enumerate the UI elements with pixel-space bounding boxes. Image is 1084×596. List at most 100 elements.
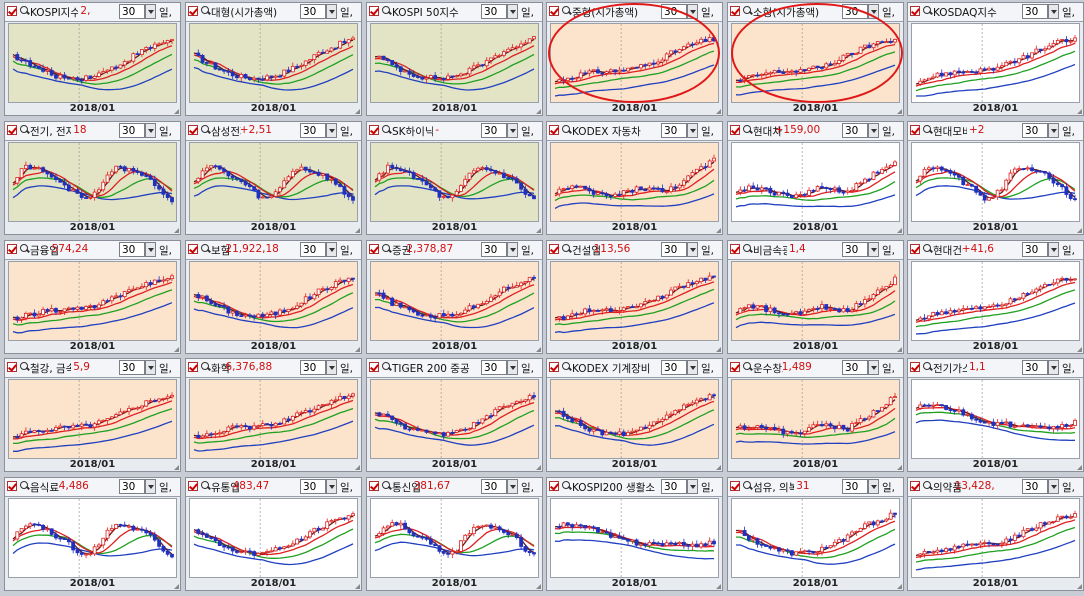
select-checkbox[interactable] <box>188 481 198 491</box>
search-icon[interactable] <box>743 244 751 252</box>
period-input[interactable]: 30 <box>842 242 868 257</box>
search-icon[interactable] <box>382 125 390 133</box>
resize-grip-icon[interactable] <box>174 584 179 589</box>
period-dropdown-button[interactable] <box>145 4 156 19</box>
interval-label[interactable]: 일, <box>521 245 534 257</box>
period-dropdown-button[interactable] <box>687 4 698 19</box>
candle-chart[interactable] <box>8 261 177 341</box>
search-icon[interactable] <box>562 125 570 133</box>
select-checkbox[interactable] <box>549 481 559 491</box>
period-input[interactable]: 30 <box>1022 242 1048 257</box>
period-input[interactable]: 30 <box>119 360 145 375</box>
select-checkbox[interactable] <box>369 6 379 16</box>
interval-label[interactable]: 일, <box>882 7 895 19</box>
period-input[interactable]: 30 <box>300 479 326 494</box>
candle-chart[interactable] <box>911 142 1080 222</box>
interval-label[interactable]: 일, <box>159 245 172 257</box>
select-checkbox[interactable] <box>910 362 920 372</box>
period-input[interactable]: 30 <box>119 479 145 494</box>
period-dropdown-button[interactable] <box>1048 123 1059 138</box>
candle-chart[interactable] <box>370 498 539 578</box>
period-input[interactable]: 30 <box>661 242 687 257</box>
interval-label[interactable]: 일, <box>340 482 353 494</box>
period-dropdown-button[interactable] <box>326 479 337 494</box>
period-input[interactable]: 30 <box>1022 360 1048 375</box>
select-checkbox[interactable] <box>730 125 740 135</box>
period-input[interactable]: 30 <box>300 123 326 138</box>
period-input[interactable]: 30 <box>842 4 868 19</box>
search-icon[interactable] <box>382 362 390 370</box>
period-input[interactable]: 30 <box>300 242 326 257</box>
resize-grip-icon[interactable] <box>716 347 721 352</box>
select-checkbox[interactable] <box>369 244 379 254</box>
candle-chart[interactable] <box>370 23 539 103</box>
period-dropdown-button[interactable] <box>507 242 518 257</box>
search-icon[interactable] <box>20 6 28 14</box>
search-icon[interactable] <box>923 6 931 14</box>
period-dropdown-button[interactable] <box>687 123 698 138</box>
search-icon[interactable] <box>201 362 209 370</box>
chart-panel[interactable]: KOSDAQ지수 30 일, 2018/01 <box>907 2 1084 116</box>
chart-panel[interactable]: KOSPI지수 2, 30 일, 2018/01 <box>4 2 181 116</box>
resize-grip-icon[interactable] <box>536 228 541 233</box>
candle-chart[interactable] <box>550 261 719 341</box>
chart-panel[interactable]: KOSPI 50지수 30 일, 2018/01 <box>366 2 543 116</box>
interval-label[interactable]: 일, <box>1062 126 1075 138</box>
resize-grip-icon[interactable] <box>355 109 360 114</box>
period-input[interactable]: 30 <box>300 360 326 375</box>
resize-grip-icon[interactable] <box>536 584 541 589</box>
chart-panel[interactable]: 금융업 574,24 30 일, 2018/01 <box>4 240 181 354</box>
resize-grip-icon[interactable] <box>716 584 721 589</box>
interval-label[interactable]: 일, <box>521 7 534 19</box>
period-dropdown-button[interactable] <box>1048 242 1059 257</box>
chart-panel[interactable]: 건설업 113,56 30 일, 2018/01 <box>546 240 723 354</box>
candle-chart[interactable] <box>8 379 177 459</box>
chart-panel[interactable]: 의약품 13,428, 30 일, 2018/01 <box>907 477 1084 591</box>
candle-chart[interactable] <box>911 23 1080 103</box>
period-input[interactable]: 30 <box>119 4 145 19</box>
candle-chart[interactable] <box>189 23 358 103</box>
chart-panel[interactable]: 전기, 전자 18 30 일, 2018/01 <box>4 121 181 235</box>
select-checkbox[interactable] <box>7 125 17 135</box>
chart-panel[interactable]: 소형(시가총액) 30 일, 2018/01 <box>727 2 904 116</box>
interval-label[interactable]: 일, <box>701 245 714 257</box>
chart-panel[interactable]: SK하이닉스 - 30 일, 2018/01 <box>366 121 543 235</box>
resize-grip-icon[interactable] <box>1077 465 1082 470</box>
period-input[interactable]: 30 <box>481 4 507 19</box>
resize-grip-icon[interactable] <box>355 584 360 589</box>
search-icon[interactable] <box>201 125 209 133</box>
chart-panel[interactable]: 운수창고 1,489 30 일, 2018/01 <box>727 358 904 472</box>
chart-panel[interactable]: 유통업 483,47 30 일, 2018/01 <box>185 477 362 591</box>
resize-grip-icon[interactable] <box>897 228 902 233</box>
resize-grip-icon[interactable] <box>536 347 541 352</box>
resize-grip-icon[interactable] <box>897 465 902 470</box>
chart-panel[interactable]: 비금속광물 1,4 30 일, 2018/01 <box>727 240 904 354</box>
candle-chart[interactable] <box>911 379 1080 459</box>
resize-grip-icon[interactable] <box>1077 347 1082 352</box>
interval-label[interactable]: 일, <box>882 126 895 138</box>
select-checkbox[interactable] <box>910 244 920 254</box>
resize-grip-icon[interactable] <box>174 109 179 114</box>
period-dropdown-button[interactable] <box>326 123 337 138</box>
search-icon[interactable] <box>923 244 931 252</box>
resize-grip-icon[interactable] <box>716 109 721 114</box>
select-checkbox[interactable] <box>369 362 379 372</box>
period-dropdown-button[interactable] <box>868 242 879 257</box>
candle-chart[interactable] <box>8 23 177 103</box>
chart-panel[interactable]: KODEX 기계장비 30 일, 2018/01 <box>546 358 723 472</box>
resize-grip-icon[interactable] <box>716 228 721 233</box>
candle-chart[interactable] <box>731 23 900 103</box>
search-icon[interactable] <box>923 125 931 133</box>
interval-label[interactable]: 일, <box>701 126 714 138</box>
candle-chart[interactable] <box>370 142 539 222</box>
interval-label[interactable]: 일, <box>521 126 534 138</box>
interval-label[interactable]: 일, <box>882 245 895 257</box>
period-dropdown-button[interactable] <box>507 360 518 375</box>
candle-chart[interactable] <box>731 379 900 459</box>
select-checkbox[interactable] <box>369 125 379 135</box>
period-dropdown-button[interactable] <box>687 479 698 494</box>
chart-panel[interactable]: 화학 6,376,88 30 일, 2018/01 <box>185 358 362 472</box>
period-dropdown-button[interactable] <box>145 479 156 494</box>
select-checkbox[interactable] <box>549 362 559 372</box>
candle-chart[interactable] <box>550 498 719 578</box>
